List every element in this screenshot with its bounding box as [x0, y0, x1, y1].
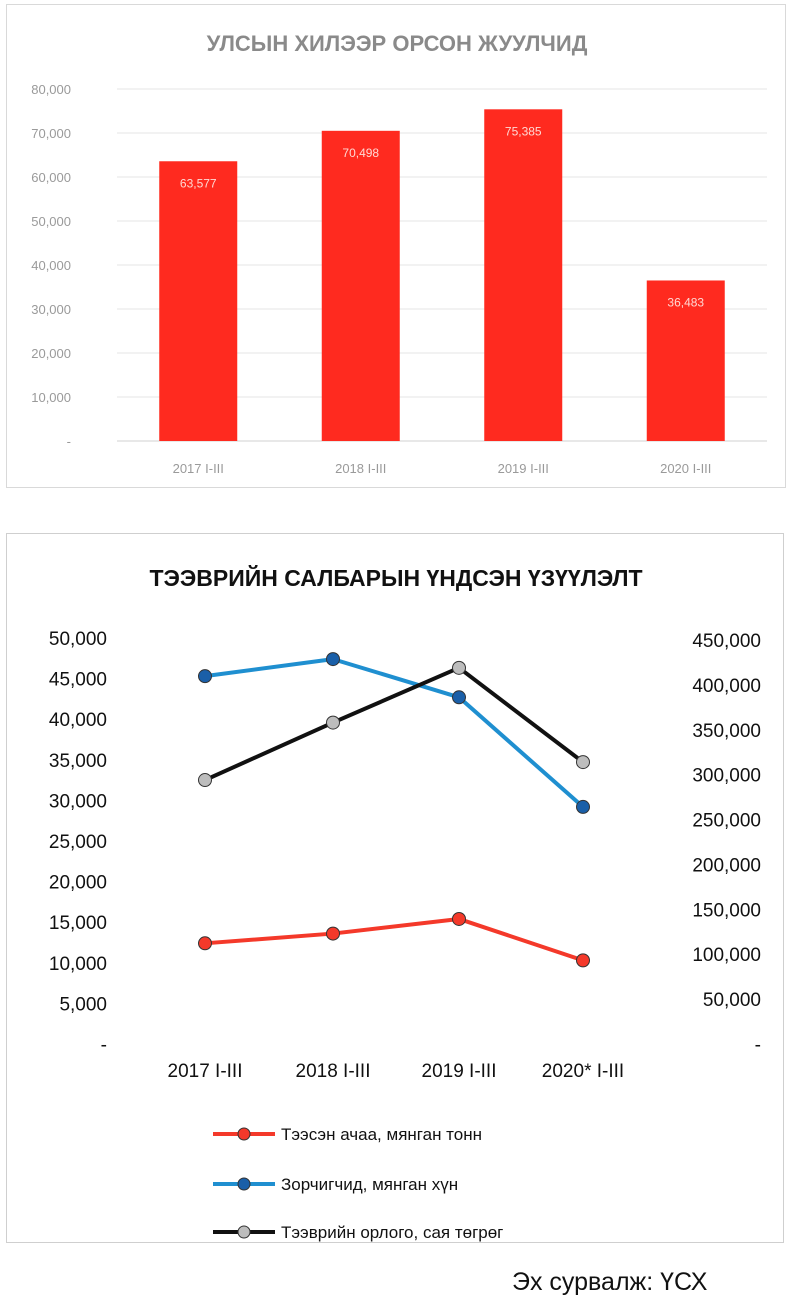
y-right-tick-label: -: [755, 1035, 761, 1056]
y-tick-label: 70,000: [31, 126, 71, 141]
y-tick-label: 80,000: [31, 82, 71, 97]
transport-line-chart: ТЭЭВРИЙН САЛБАРЫН ҮНДСЭН ҮЗҮҮЛЭЛТ - 5,000…: [49, 564, 761, 1242]
y-right-tick-label: 100,000: [692, 945, 761, 966]
bar: [159, 161, 238, 441]
y-tick-label: 10,000: [31, 390, 71, 405]
y-right-tick-label: 300,000: [692, 766, 761, 787]
y-right-tick-label: 150,000: [692, 900, 761, 921]
series-line: [204, 916, 584, 963]
y-tick-label: -: [67, 434, 71, 449]
y-tick-label: 40,000: [31, 258, 71, 273]
legend-marker: [237, 1177, 251, 1191]
x-tick-label: 2018 I-III: [335, 461, 386, 476]
tourists-chart-panel: УЛСЫН ХИЛЭЭР ОРСОН ЖУУЛЧИД - 10,000 20,000…: [6, 4, 786, 488]
x-tick-label: 2017 I-III: [173, 461, 224, 476]
chart-title: УЛСЫН ХИЛЭЭР ОРСОН ЖУУЛЧИД: [207, 31, 588, 56]
y-left-tick-label: 40,000: [49, 710, 107, 731]
legend-label: Зорчигчид, мянган хүн: [281, 1175, 458, 1194]
data-point: [326, 715, 340, 730]
y-left-tick-label: 45,000: [49, 670, 107, 691]
data-point: [452, 911, 466, 926]
x-tick-label: 2017 I-III: [168, 1061, 243, 1082]
data-point: [452, 690, 466, 705]
y-tick-label: 60,000: [31, 170, 71, 185]
data-point: [576, 953, 590, 968]
y-right-tick-label: 350,000: [692, 721, 761, 742]
series-line: [204, 665, 585, 782]
y-left-tick-label: 30,000: [49, 791, 107, 812]
legend-marker: [237, 1127, 251, 1141]
bar: [484, 109, 563, 441]
legend-label: Тээврийн орлого, сая төгрөг: [281, 1223, 503, 1242]
y-right-tick-label: 400,000: [692, 676, 761, 697]
data-point: [198, 669, 212, 684]
x-tick-label: 2018 I-III: [296, 1061, 371, 1082]
y-tick-label: 50,000: [31, 214, 71, 229]
x-tick-label: 2020 I-III: [660, 461, 711, 476]
transport-chart-panel: ТЭЭВРИЙН САЛБАРЫН ҮНДСЭН ҮЗҮҮЛЭЛТ - 5,000…: [6, 533, 784, 1243]
data-point: [576, 799, 590, 814]
bar-value-label: 36,483: [667, 295, 704, 309]
data-point: [198, 773, 212, 788]
y-left-tick-label: -: [101, 1035, 107, 1056]
y-left-tick-label: 20,000: [49, 873, 107, 894]
data-point: [198, 936, 212, 951]
y-left-tick-label: 35,000: [49, 751, 107, 772]
y-tick-label: 30,000: [31, 302, 71, 317]
bar: [646, 280, 725, 441]
y-left-tick-label: 15,000: [49, 913, 107, 934]
source-note: Эх сурвалж: ҮСХ: [512, 1268, 708, 1296]
y-left-tick-label: 25,000: [49, 832, 107, 853]
data-point: [326, 652, 340, 667]
bar-value-label: 70,498: [342, 146, 379, 160]
data-point: [326, 926, 340, 941]
y-tick-label: 20,000: [31, 346, 71, 361]
series-line: [204, 657, 585, 809]
y-left-tick-label: 5,000: [59, 994, 107, 1015]
legend-marker: [237, 1225, 251, 1239]
bar-value-label: 63,577: [180, 176, 217, 190]
data-point: [452, 660, 466, 675]
y-left-tick-label: 10,000: [49, 954, 107, 975]
bar: [321, 130, 400, 441]
data-point: [576, 755, 590, 770]
bar-value-label: 75,385: [505, 124, 542, 138]
y-right-tick-label: 200,000: [692, 855, 761, 876]
y-right-tick-label: 50,000: [703, 990, 761, 1011]
x-tick-label: 2020* I-III: [542, 1061, 624, 1082]
legend-label: Тээсэн ачаа, мянган тонн: [281, 1125, 482, 1144]
chart-title: ТЭЭВРИЙН САЛБАРЫН ҮНДСЭН ҮЗҮҮЛЭЛТ: [149, 564, 642, 591]
y-left-tick-label: 50,000: [49, 629, 107, 650]
y-right-tick-label: 250,000: [692, 811, 761, 832]
y-right-tick-label: 450,000: [692, 631, 761, 652]
x-tick-label: 2019 I-III: [422, 1061, 497, 1082]
tourists-bar-chart: УЛСЫН ХИЛЭЭР ОРСОН ЖУУЛЧИД - 10,000 20,000…: [31, 31, 767, 476]
x-tick-label: 2019 I-III: [498, 461, 549, 476]
